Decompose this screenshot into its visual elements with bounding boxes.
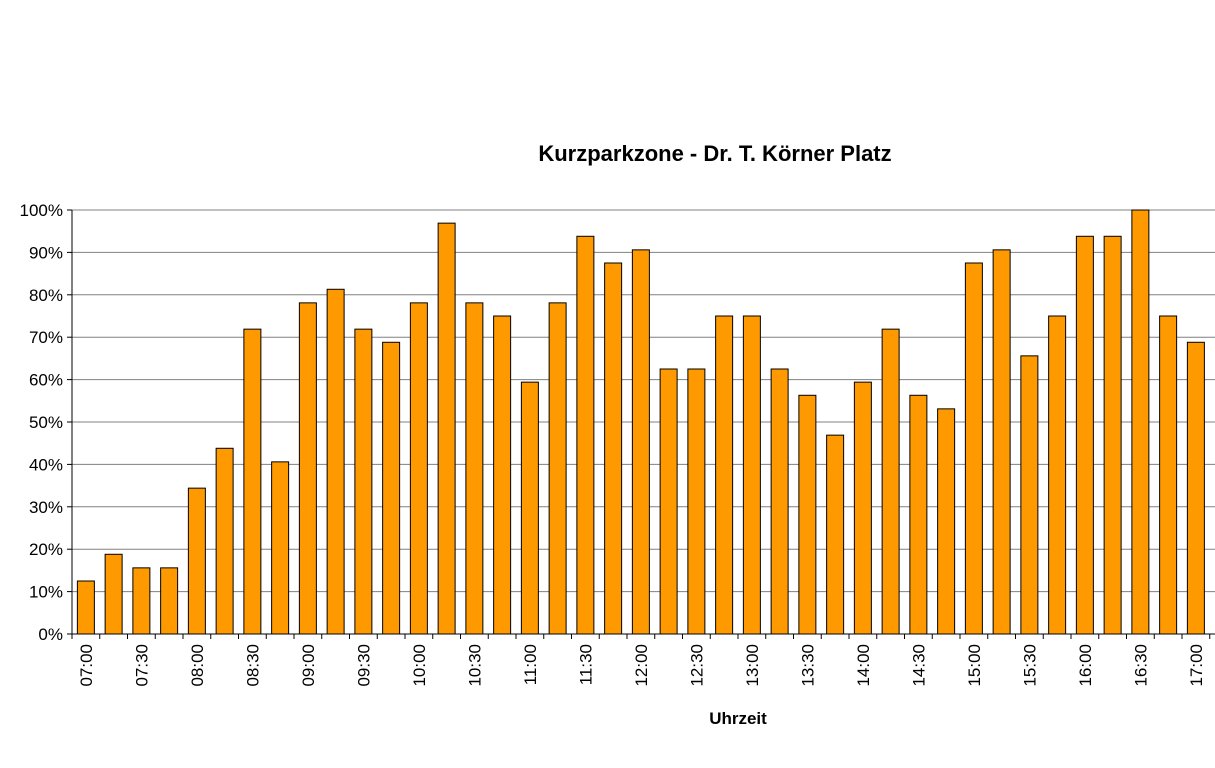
x-tick-label: 16:00 <box>1076 644 1095 687</box>
bar <box>909 394 928 635</box>
bar <box>853 381 872 635</box>
x-tick-label: 08:00 <box>188 644 207 687</box>
bar <box>437 222 456 635</box>
bar <box>493 315 512 635</box>
x-tick-label: 12:30 <box>687 644 706 687</box>
x-tick-label: 10:30 <box>465 644 484 687</box>
bar <box>465 302 484 635</box>
bar <box>382 341 401 635</box>
bar <box>548 302 567 635</box>
axes <box>71 210 1215 635</box>
bar <box>798 394 817 635</box>
x-tick-label: 15:30 <box>1020 644 1039 687</box>
x-tick-label: 09:30 <box>354 644 373 687</box>
x-tick-label: 11:00 <box>521 644 540 685</box>
bar <box>1048 315 1067 635</box>
bar <box>1186 341 1205 635</box>
y-tick-label: 40% <box>29 455 63 474</box>
bar <box>964 262 983 635</box>
bar <box>715 315 734 635</box>
y-tick-label: 30% <box>29 498 63 517</box>
bar <box>1131 209 1150 635</box>
bar <box>76 580 95 635</box>
x-tick-label: 08:30 <box>243 644 262 687</box>
bar <box>326 288 345 635</box>
bar <box>742 315 761 635</box>
y-tick-label: 100% <box>20 201 63 220</box>
bar <box>631 249 650 635</box>
bar <box>409 302 428 635</box>
bar <box>187 487 206 635</box>
x-tick-label: 12:00 <box>632 644 651 687</box>
x-tick-label: 09:00 <box>299 644 318 687</box>
bar <box>1103 235 1122 635</box>
x-tick-label: 16:30 <box>1131 644 1150 687</box>
bar <box>132 567 151 635</box>
y-tick-label: 80% <box>29 286 63 305</box>
x-tick-label: 11:30 <box>576 644 595 685</box>
x-tick-label: 13:30 <box>798 644 817 687</box>
bar <box>298 302 317 635</box>
x-tick-label: 14:00 <box>854 644 873 687</box>
y-tick-label: 70% <box>29 328 63 347</box>
bar <box>354 328 373 635</box>
bar <box>659 368 678 635</box>
y-tick-label: 50% <box>29 413 63 432</box>
x-tick-label: 17:00 <box>1187 644 1206 687</box>
x-tick-label: 14:30 <box>909 644 928 687</box>
bar <box>687 368 706 635</box>
y-tick-label: 10% <box>29 583 63 602</box>
bar <box>604 262 623 635</box>
bars <box>76 209 1205 635</box>
bar <box>160 567 179 635</box>
bar <box>770 368 789 635</box>
bar <box>826 434 845 635</box>
chart-title: Kurzparkzone - Dr. T. Körner Platz <box>538 141 891 166</box>
bar <box>104 553 123 635</box>
y-tick-label: 60% <box>29 371 63 390</box>
bar <box>881 328 900 635</box>
y-axis-ticks: 0% 10% 20% 30% 40% 50% 60% 70% 80% 90% 100% <box>20 201 72 644</box>
bar <box>243 328 262 635</box>
x-axis-label: Uhrzeit <box>709 709 767 728</box>
bar <box>1075 235 1094 635</box>
x-tick-label: 07:00 <box>77 644 96 687</box>
y-tick-label: 20% <box>29 540 63 559</box>
x-tick-label: 07:30 <box>132 644 151 687</box>
bar <box>271 461 290 635</box>
bar <box>520 381 539 635</box>
y-tick-label: 90% <box>29 243 63 262</box>
y-tick-label: 0% <box>38 625 63 644</box>
x-tick-label: 13:00 <box>743 644 762 687</box>
bar <box>215 447 234 635</box>
bar <box>576 235 595 635</box>
bar <box>992 249 1011 635</box>
x-axis-ticks: 07:00 07:30 08:00 08:30 09:00 09:30 10:00 10:30… <box>71 634 1211 687</box>
x-tick-label: 15:00 <box>965 644 984 687</box>
bar <box>1020 355 1039 635</box>
bar <box>937 408 956 635</box>
x-tick-label: 10:00 <box>410 644 429 687</box>
bar <box>1159 315 1178 635</box>
